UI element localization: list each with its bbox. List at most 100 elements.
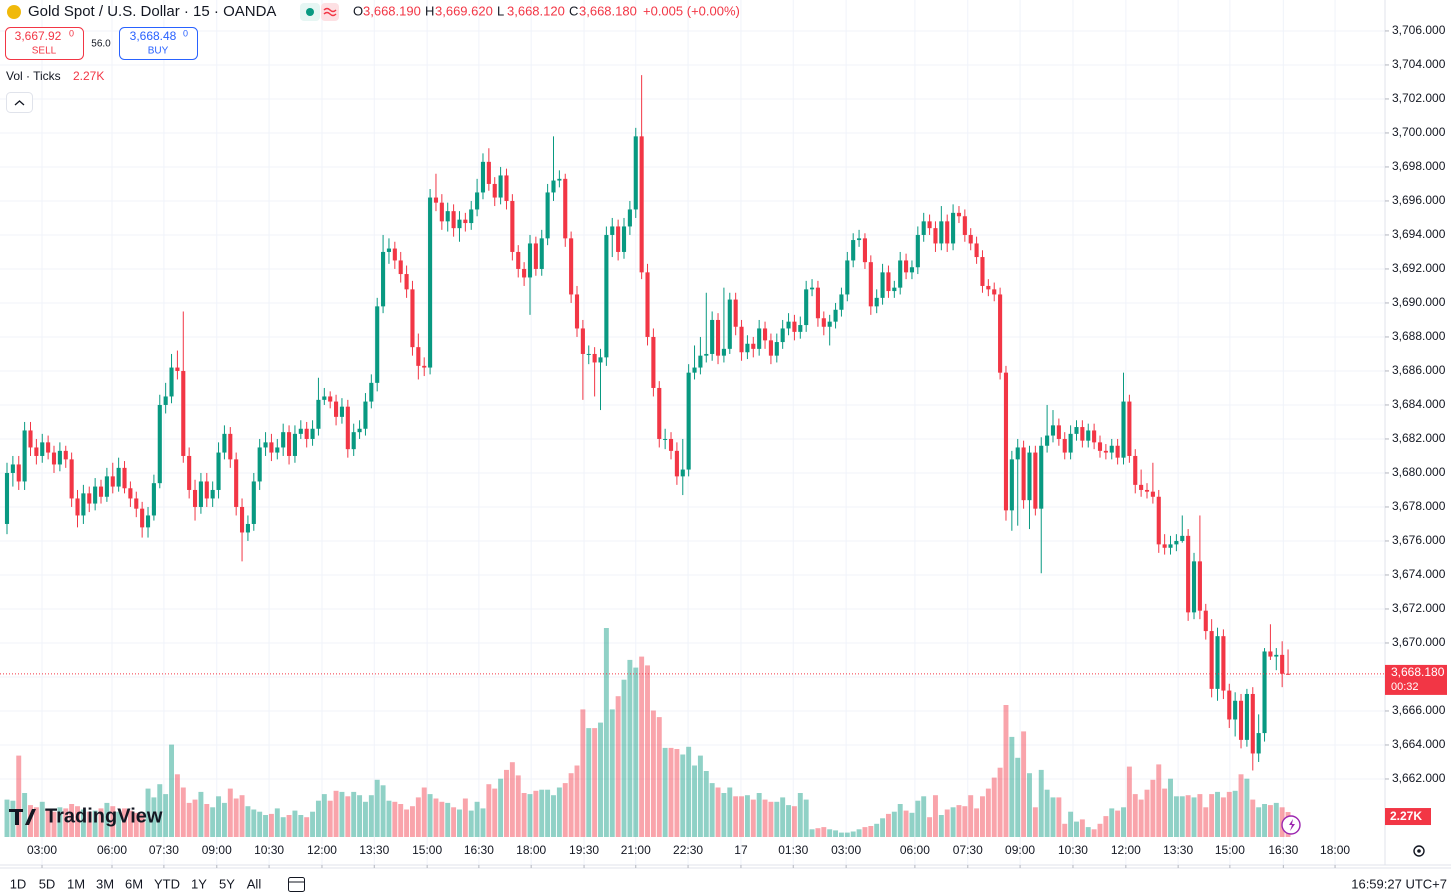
candle-body <box>181 370 186 456</box>
x-tick-label: 17 <box>734 843 748 857</box>
volume-bar <box>127 810 133 837</box>
volume-bar <box>268 813 274 837</box>
range-button[interactable]: YTD <box>154 876 180 891</box>
range-button[interactable]: 3M <box>96 876 114 891</box>
volume-bar <box>838 832 844 837</box>
settings-icon[interactable] <box>1413 845 1425 857</box>
candle-body <box>704 353 709 356</box>
range-button[interactable]: 5D <box>39 876 56 891</box>
range-button[interactable]: 1D <box>10 876 27 891</box>
volume-bar <box>57 807 63 837</box>
symbol-title[interactable]: Gold Spot / U.S. Dollar · 15 · OANDA <box>28 3 276 20</box>
x-tick-label: 13:30 <box>1163 843 1193 857</box>
range-button[interactable]: 1Y <box>191 876 207 891</box>
candle-body <box>1250 693 1255 754</box>
spread: 56.0 <box>91 39 111 50</box>
candle-body <box>1168 544 1173 548</box>
volume-bar <box>122 808 127 837</box>
ohlc-prefix: H <box>425 3 434 18</box>
volume-bar <box>756 793 762 837</box>
volume-bar <box>192 799 198 837</box>
countdown: 00:32 <box>1391 681 1419 693</box>
volume-bar <box>739 796 745 837</box>
y-tick-label: 3,670.000 <box>1392 635 1446 649</box>
volume-bar <box>1185 795 1191 837</box>
volume-bar <box>592 728 598 837</box>
x-tick-label: 06:00 <box>97 843 127 857</box>
candle-body <box>1285 673 1291 675</box>
collapse-button[interactable] <box>6 92 33 113</box>
candle-body <box>322 396 327 400</box>
volume-bar <box>263 815 269 837</box>
data-badge[interactable] <box>321 3 339 21</box>
volume-bar <box>885 813 891 837</box>
volume-bar <box>744 795 750 837</box>
candle-body <box>198 481 203 507</box>
range-button[interactable]: 5Y <box>219 876 235 891</box>
sell-button[interactable] <box>5 27 84 60</box>
volume-bar <box>639 656 645 837</box>
y-tick-label: 3,690.000 <box>1392 295 1446 309</box>
volume-bar <box>627 659 633 837</box>
candle-body <box>563 178 568 239</box>
indicator-name[interactable]: Vol · Ticks <box>6 69 61 83</box>
volume-bar <box>962 806 968 837</box>
candle-body <box>1097 442 1103 451</box>
x-tick-label: 03:00 <box>27 843 57 857</box>
volume-bar <box>98 808 104 837</box>
volume-bar <box>850 831 856 837</box>
candle-body <box>1133 455 1138 485</box>
volume-bar <box>1115 810 1121 837</box>
price-box <box>1385 664 1447 695</box>
range-button[interactable]: 6M <box>125 876 143 891</box>
y-tick-label: 3,694.000 <box>1392 227 1446 241</box>
y-tick-label: 3,676.000 <box>1392 533 1446 547</box>
ohlc-prefix: C <box>569 3 578 18</box>
volume-bar <box>874 823 880 837</box>
candle-body <box>145 515 151 528</box>
buy-button[interactable] <box>119 27 198 60</box>
candle-body <box>363 401 368 429</box>
volume-bar <box>980 796 985 837</box>
y-tick-label: 3,682.000 <box>1392 431 1446 445</box>
volume-bar <box>286 815 292 837</box>
volume-bar <box>239 795 245 837</box>
candle-body <box>169 367 174 397</box>
volume-bar <box>791 806 797 837</box>
candle-body <box>187 455 192 490</box>
status-dot <box>306 8 314 16</box>
volume-bar <box>803 799 809 837</box>
volume-bar <box>92 810 98 837</box>
candle-body <box>1262 651 1267 734</box>
volume-bar <box>521 793 527 837</box>
candle-body <box>439 202 444 222</box>
candle-body <box>175 367 180 371</box>
candle-body <box>1162 544 1167 548</box>
volume-bar <box>1162 788 1168 837</box>
candle-body <box>674 450 679 477</box>
volume-bar <box>386 800 392 837</box>
candle-body <box>710 319 715 354</box>
volume-bar <box>985 788 991 837</box>
x-tick-label: 07:30 <box>953 843 983 857</box>
range-toolbar: 1D 5D 1M 3M 6M YTD 1Y 5Y All <box>10 876 262 891</box>
candle-body <box>1062 438 1067 453</box>
volume-bar <box>1226 791 1232 837</box>
volume-bar <box>427 794 433 837</box>
candle-body <box>592 353 597 363</box>
calendar-icon[interactable] <box>288 877 305 892</box>
candle-body <box>298 428 303 434</box>
candle-body <box>422 365 427 368</box>
clock[interactable]: 16:59:27 UTC+7 <box>1351 876 1447 891</box>
candle-body <box>527 243 533 278</box>
range-button[interactable]: All <box>247 876 262 891</box>
candle-body <box>275 447 280 453</box>
volume-bar <box>891 811 897 837</box>
candle-body <box>116 467 121 487</box>
candle-body <box>339 406 345 417</box>
candle-body <box>798 325 803 332</box>
volume-bar <box>862 827 868 837</box>
range-button[interactable]: 1M <box>67 876 85 891</box>
volume-bar <box>603 628 609 837</box>
volume-bar <box>462 798 468 837</box>
